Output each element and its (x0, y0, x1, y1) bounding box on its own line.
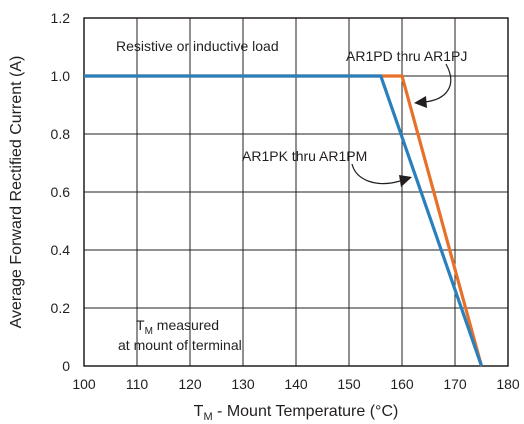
x-tick-label: 170 (443, 376, 467, 392)
orange-arrowhead (414, 96, 427, 108)
y-tick-label: 1.0 (51, 68, 71, 84)
blue-label-arrow (351, 163, 401, 185)
series-lines (84, 74, 484, 367)
y-axis-title: Average Forward Rectified Current (A) (8, 56, 25, 329)
y-tick-label: 0.6 (51, 184, 71, 200)
y-tick-labels: 0 0.2 0.4 0.6 0.8 1.0 1.2 (51, 10, 71, 374)
x-tick-label: 130 (231, 376, 255, 392)
x-tick-labels: 100 110 120 130 140 150 160 170 180 (72, 376, 520, 392)
x-tick-label: 180 (496, 376, 520, 392)
x-tick-label: 160 (390, 376, 414, 392)
x-tick-label: 110 (126, 376, 149, 392)
x-tick-label: 140 (284, 376, 308, 392)
orange-series-label: AR1PD thru AR1PJ (346, 48, 467, 64)
y-tick-label: 0.4 (51, 242, 71, 258)
x-tick-label: 120 (178, 376, 202, 392)
y-tick-label: 0.2 (51, 300, 71, 316)
series-line-ar1pk-ar1pm (84, 74, 484, 367)
y-tick-label: 0 (62, 358, 70, 374)
blue-arrowhead (399, 175, 412, 187)
blue-series-label: AR1PK thru AR1PM (242, 148, 367, 164)
orange-label-arrow (423, 63, 452, 103)
measurement-note-line1: TM measured (136, 317, 219, 337)
plot-frame (83, 17, 509, 367)
x-tick-label: 150 (337, 376, 361, 392)
measurement-note-line2: at mount of terminal (118, 337, 242, 353)
x-tick-label: 100 (72, 376, 96, 392)
x-axis-title: TM - Mount Temperature (°C) (194, 403, 399, 423)
y-tick-label: 1.2 (51, 10, 71, 26)
grid-lines (84, 18, 508, 366)
load-annotation: Resistive or inductive load (116, 38, 279, 54)
y-tick-label: 0.8 (51, 126, 71, 142)
